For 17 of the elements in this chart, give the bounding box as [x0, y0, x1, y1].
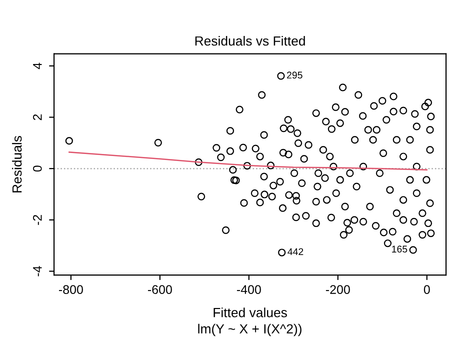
x-tick-label: 0 — [424, 285, 430, 294]
y-tick-label: 4 — [33, 62, 42, 70]
y-axis-title: Residuals — [12, 136, 22, 192]
x-tick-label: -400 — [236, 285, 261, 294]
x-tick-label: -800 — [58, 285, 83, 294]
x-tick-label: -600 — [148, 285, 172, 294]
annotation: 295 — [287, 72, 302, 79]
chart-title: Residuals vs Fitted — [195, 36, 305, 46]
x-axis-title: Fitted values — [214, 308, 287, 318]
x-tick-label: -200 — [326, 285, 350, 294]
y-tick-label: -4 — [33, 266, 42, 276]
y-tick-label: -2 — [32, 214, 42, 225]
y-tick-label: 0 — [32, 166, 42, 172]
text: lm(Y ~ X + I(X^2)) — [198, 324, 302, 336]
y-tick-label: 2 — [32, 114, 42, 120]
annotation: 442 — [288, 248, 304, 256]
annotation: 165 — [392, 246, 408, 253]
